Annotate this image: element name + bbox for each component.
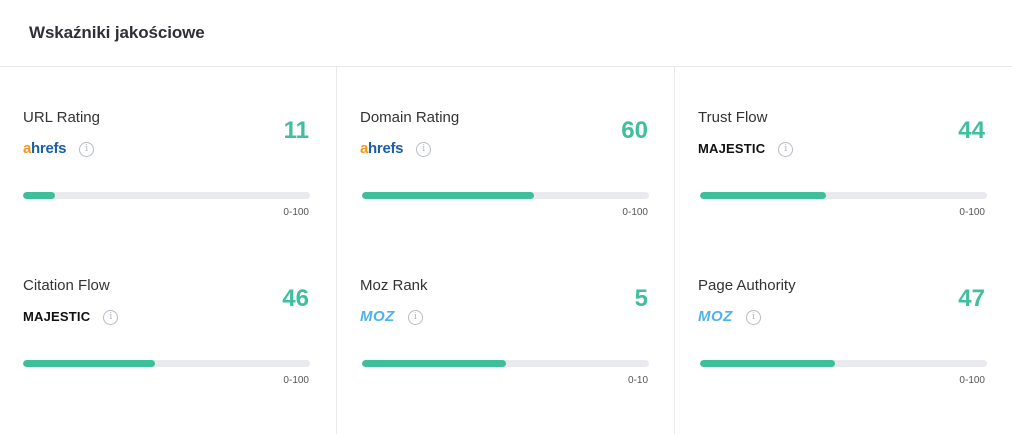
metric-value: 11 [283,117,309,144]
metric-name: Trust Flow [698,109,768,126]
info-icon[interactable]: i [778,141,794,157]
progress-bar-fill [700,192,827,199]
metric-value: 47 [958,285,985,312]
metric-name: URL Rating [23,109,100,126]
metric-card-trust-flow: Trust Flow MAJESTIC i 44 0-100 [675,67,1012,251]
panel-header: Wskaźniki jakościowe [0,0,1012,67]
majestic-logo: MAJESTIC [23,309,91,324]
metric-name: Page Authority [698,277,796,294]
metric-source: ahrefs i [360,140,432,158]
metric-value: 5 [634,285,648,312]
info-icon[interactable]: i [407,309,423,325]
metric-card-page-authority: Page Authority MOZ i 47 0-100 [675,251,1012,434]
progress-bar [362,360,649,367]
metric-source: MOZ i [360,308,423,326]
metric-source: ahrefs i [23,140,95,158]
ahrefs-logo: ahrefs [23,140,67,157]
metric-value: 46 [282,285,309,312]
metric-value: 60 [621,117,648,144]
metric-card-url-rating: URL Rating ahrefs i 11 0-100 [0,67,337,251]
progress-bar [700,192,987,199]
info-icon[interactable]: i [103,309,119,325]
metrics-grid: URL Rating ahrefs i 11 0-100 Domain Rati… [0,67,1012,434]
metric-value: 44 [958,117,985,144]
info-icon[interactable]: i [79,141,95,157]
ahrefs-logo: ahrefs [360,140,404,157]
info-icon[interactable]: i [416,141,432,157]
metric-source: MAJESTIC i [23,308,119,326]
progress-bar [23,360,310,367]
metric-card-citation-flow: Citation Flow MAJESTIC i 46 0-100 [0,251,337,434]
metric-card-domain-rating: Domain Rating ahrefs i 60 0-100 [337,67,675,251]
metric-range: 0-10 [627,375,648,386]
metric-name: Moz Rank [360,277,428,294]
moz-logo: MOZ [360,308,395,325]
metric-card-moz-rank: Moz Rank MOZ i 5 0-10 [337,251,675,434]
metric-range: 0-100 [283,207,309,218]
metric-name: Domain Rating [360,109,460,126]
progress-bar-fill [700,360,835,367]
progress-bar [700,360,987,367]
metric-range: 0-100 [959,207,985,218]
metric-range: 0-100 [959,375,985,386]
moz-logo: MOZ [698,308,733,325]
progress-bar [362,192,649,199]
progress-bar-fill [23,360,156,367]
panel-title: Wskaźniki jakościowe [29,23,205,42]
majestic-logo: MAJESTIC [698,141,766,156]
metric-range: 0-100 [622,207,648,218]
progress-bar-fill [362,360,506,367]
metric-range: 0-100 [283,375,309,386]
metric-name: Citation Flow [23,277,110,294]
progress-bar [23,192,310,199]
metric-source: MOZ i [698,308,761,326]
info-icon[interactable]: i [745,309,761,325]
progress-bar-fill [23,192,55,199]
progress-bar-fill [362,192,535,199]
metric-source: MAJESTIC i [698,140,794,158]
